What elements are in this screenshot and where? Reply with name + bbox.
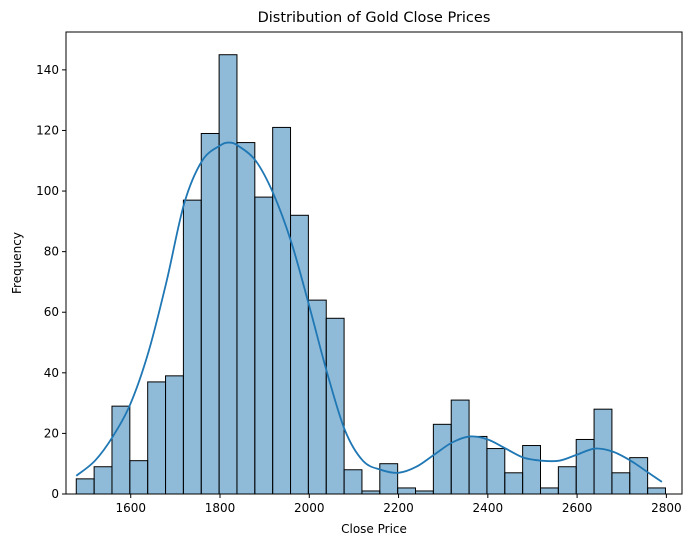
histogram-bar	[182, 199, 202, 495]
histogram-bar	[539, 487, 559, 495]
y-tick-label: 140	[36, 63, 59, 77]
x-tick-label: 2800	[651, 501, 682, 515]
histogram-bar	[129, 460, 149, 495]
histogram-bar	[218, 54, 238, 495]
histogram-bar	[432, 423, 452, 495]
x-tick-label: 2400	[473, 501, 504, 515]
histogram-bars	[75, 54, 666, 495]
histogram-bar	[111, 405, 131, 495]
y-tick-label: 40	[44, 366, 59, 380]
histogram-bar	[200, 132, 220, 495]
y-tick-label: 60	[44, 305, 59, 319]
plot-frame	[65, 31, 683, 495]
x-axis-title: Close Price	[341, 522, 407, 536]
histogram-bar	[236, 142, 256, 495]
y-axis: 0 20 40 60 80 100 120 140	[36, 63, 66, 501]
histogram-bar	[147, 381, 167, 495]
chart-title: Distribution of Gold Close Prices	[258, 10, 491, 26]
x-tick-label: 2000	[294, 501, 325, 515]
kde-line	[75, 141, 663, 483]
histogram-bar	[486, 448, 506, 495]
histogram-bar	[593, 408, 613, 495]
histogram-bar	[450, 399, 470, 495]
x-tick-label: 2200	[383, 501, 414, 515]
histogram-bar	[75, 478, 95, 495]
histogram-bar	[272, 126, 292, 495]
y-tick-label: 20	[44, 426, 59, 440]
x-tick-label: 1800	[205, 501, 236, 515]
histogram-bar	[504, 472, 524, 495]
y-tick-label: 80	[44, 245, 59, 259]
histogram-bar	[522, 445, 541, 495]
histogram-bar	[557, 466, 577, 495]
histogram-bar	[93, 466, 113, 495]
histogram-bar	[647, 487, 666, 495]
histogram-bar	[629, 457, 649, 495]
y-axis-title: Frequency	[10, 232, 24, 294]
histogram-bar	[343, 469, 363, 495]
histogram-bar	[325, 317, 345, 495]
x-axis: 1600 1800 2000 2200 2400 2600 2800	[115, 494, 682, 515]
y-tick-label: 100	[36, 184, 59, 198]
x-tick-label: 2600	[562, 501, 593, 515]
histogram-bar	[165, 375, 184, 495]
histogram-bar	[379, 463, 399, 495]
y-tick-label: 120	[36, 123, 59, 137]
histogram-bar	[307, 299, 327, 495]
histogram-bar	[254, 196, 274, 495]
x-tick-label: 1600	[115, 501, 146, 515]
histogram-bar	[397, 487, 417, 495]
histogram-bar	[468, 435, 488, 495]
histogram-bar	[575, 438, 595, 495]
histogram-bar	[290, 214, 309, 495]
y-tick-label: 0	[51, 487, 59, 501]
histogram-bar	[611, 472, 631, 495]
